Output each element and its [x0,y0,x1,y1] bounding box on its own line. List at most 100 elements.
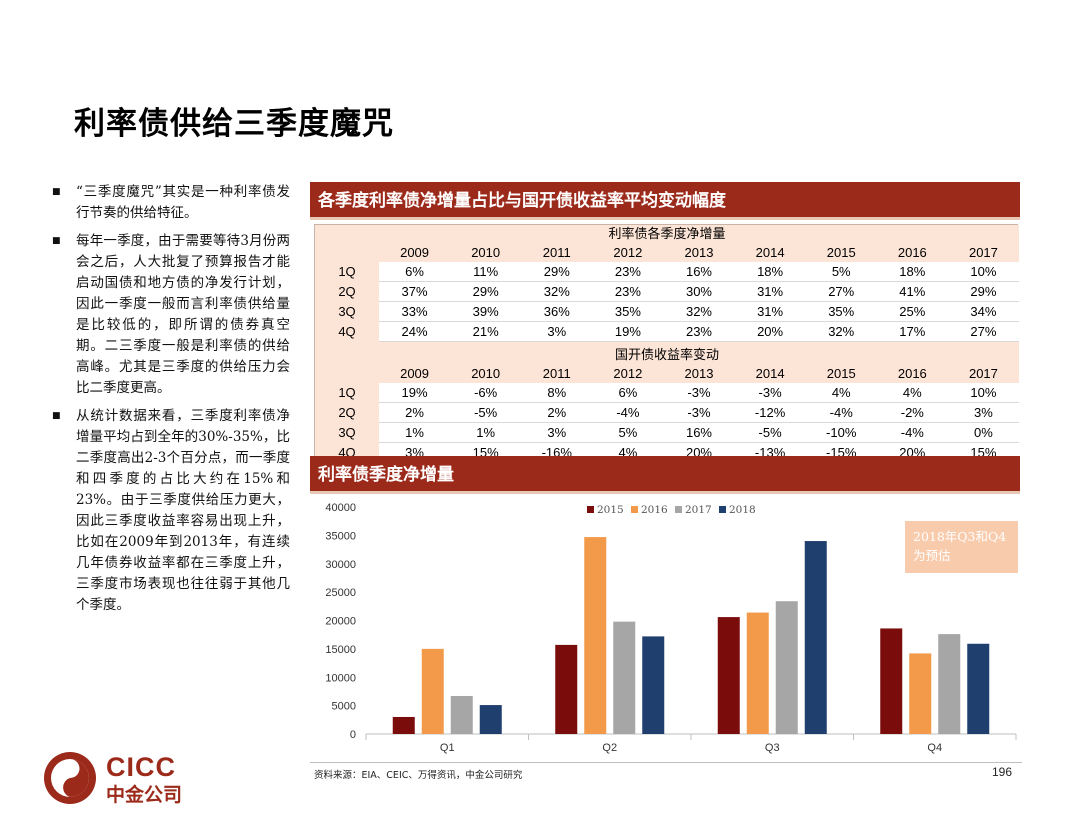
bullet-list: ■ “三季度魔咒”其实是一种利率债发行节奏的供给特征。 ■ 每年一季度，由于需要等待… [52,182,290,623]
table-cell: -2% [876,402,948,423]
legend-label: 2015 [597,504,624,516]
table-cell: 2% [521,402,593,423]
table-cell: -4% [876,422,948,443]
table-cell: 4% [876,383,948,403]
data-table: 国开债收益率变动 2009 2010 2011 2012 2013 2014 2015 2016… [315,346,1019,463]
bar-2017-Q3 [775,601,798,734]
bullet-item: ■ “三季度魔咒”其实是一种利率债发行节奏的供给特征。 [52,182,290,224]
table-cell: 32% [521,281,593,302]
table-cell: 31% [734,301,806,322]
table-cell: 37% [379,281,451,302]
legend-swatch-2017 [675,506,682,513]
table-cell: 29% [521,262,593,282]
legend-swatch-2018 [719,506,726,513]
y-tick-label: 0 [350,729,356,741]
square-bullet-icon: ■ [52,411,61,421]
bullet-item: ■ 从统计数据来看，三季度利率债净增量平均占到全年的30%-35%，比二季度高出2… [52,406,290,616]
year-header: 2014 [734,364,806,383]
table-corner [315,364,379,383]
x-category-label: Q1 [440,742,455,754]
table-cell: -5% [734,422,806,443]
y-tick-label: 30000 [325,559,356,571]
square-bullet-icon: ■ [52,187,61,197]
table-cell: 23% [592,281,664,302]
quarter-label: 4Q [315,321,379,342]
year-header: 2013 [663,243,735,262]
y-tick-label: 25000 [325,587,356,599]
table-cell: 10% [947,262,1019,282]
table-cell: 19% [592,321,664,342]
table-cell: 16% [663,422,735,443]
table-cell: 6% [379,262,451,282]
table-cell: 21% [450,321,522,342]
table-cell: -10% [805,422,877,443]
bar-2015-Q1 [392,716,415,734]
table-cell: 10% [947,383,1019,403]
table-cell: 35% [592,301,664,322]
bullet-item: ■ 每年一季度，由于需要等待3月份两会之后，人大批复了预算报告才能启动国债和地方债… [52,231,290,399]
year-header: 2017 [947,364,1019,383]
page-title: 利率债供给三季度魔咒 [74,106,394,142]
cicc-logo-icon [44,752,96,804]
bar-2016-Q2 [584,537,607,734]
data-tables: 利率债各季度净增量 2009 2010 2011 2012 2013 2014 2015 201… [314,224,1019,464]
table-cell: -6% [450,383,522,403]
bar-2017-Q1 [450,695,473,734]
table-cell: 2% [379,402,451,423]
table-cell: 0% [947,422,1019,443]
table-cell: 18% [734,262,806,282]
table-cell: 30% [663,281,735,302]
table-cell: 19% [379,383,451,403]
table-cell: 23% [663,321,735,342]
quarter-label: 3Q [315,301,379,322]
data-table: 利率债各季度净增量 2009 2010 2011 2012 2013 2014 2015 201… [315,225,1019,346]
table-cell: 41% [876,281,948,302]
bar-2016-Q3 [746,612,769,734]
bar-2018-Q3 [804,541,827,734]
year-header: 2012 [592,243,664,262]
table-cell: 1% [450,422,522,443]
logo-text-en: CICC [106,752,176,782]
year-header: 2012 [592,364,664,383]
x-category-label: Q3 [765,742,780,754]
quarter-label: 1Q [315,383,379,403]
table-cell: 34% [947,301,1019,322]
table-cell: 20% [734,321,806,342]
bar-2016-Q4 [909,653,932,734]
x-category-label: Q2 [602,742,617,754]
table-cell: 32% [805,321,877,342]
bar-2017-Q2 [613,621,636,734]
y-tick-label: 35000 [325,530,356,542]
source-note: 资料来源：EIA、CEIC、万得资讯，中金公司研究 [314,770,523,781]
table-cell: 16% [663,262,735,282]
table-cell: 25% [876,301,948,322]
table-row: 1Q 6% 11% 29% 23% 16% 18% 5% 18% 10% [315,262,1019,282]
table-cell: -3% [663,383,735,403]
bullet-text: 每年一季度，由于需要等待3月份两会之后，人大批复了预算报告才能启动国债和地方债的… [76,233,290,396]
year-header: 2009 [379,243,451,262]
table-cell: -4% [592,402,664,423]
table-cell: 8% [521,383,593,403]
bar-2015-Q3 [717,617,740,734]
table-cell: 4% [805,383,877,403]
quarter-label: 3Q [315,422,379,443]
table-row: 2Q 37% 29% 32% 23% 30% 31% 27% 41% 29% [315,281,1019,302]
year-header: 2015 [805,243,877,262]
table-cell: 1% [379,422,451,443]
year-header: 2013 [663,364,735,383]
quarter-label: 2Q [315,402,379,423]
bullet-text: “三季度魔咒”其实是一种利率债发行节奏的供给特征。 [76,184,290,221]
bar-2015-Q4 [880,628,903,734]
table-cell: 29% [450,281,522,302]
table-caption: 利率债各季度净增量 [315,225,1019,243]
year-header: 2017 [947,243,1019,262]
legend-label: 2016 [641,504,668,516]
bar-2015-Q2 [555,644,578,734]
table-row: 3Q 33% 39% 36% 35% 32% 31% 35% 25% 34% [315,301,1019,322]
year-header: 2016 [876,364,948,383]
year-header: 2014 [734,243,806,262]
year-header: 2011 [521,243,593,262]
table-cell: 3% [947,402,1019,423]
table-cell: 11% [450,262,522,282]
bar-2017-Q4 [938,634,961,734]
